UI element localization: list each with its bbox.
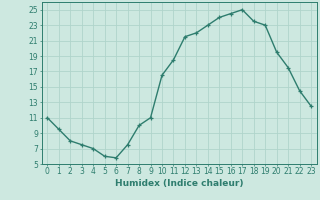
X-axis label: Humidex (Indice chaleur): Humidex (Indice chaleur) — [115, 179, 244, 188]
